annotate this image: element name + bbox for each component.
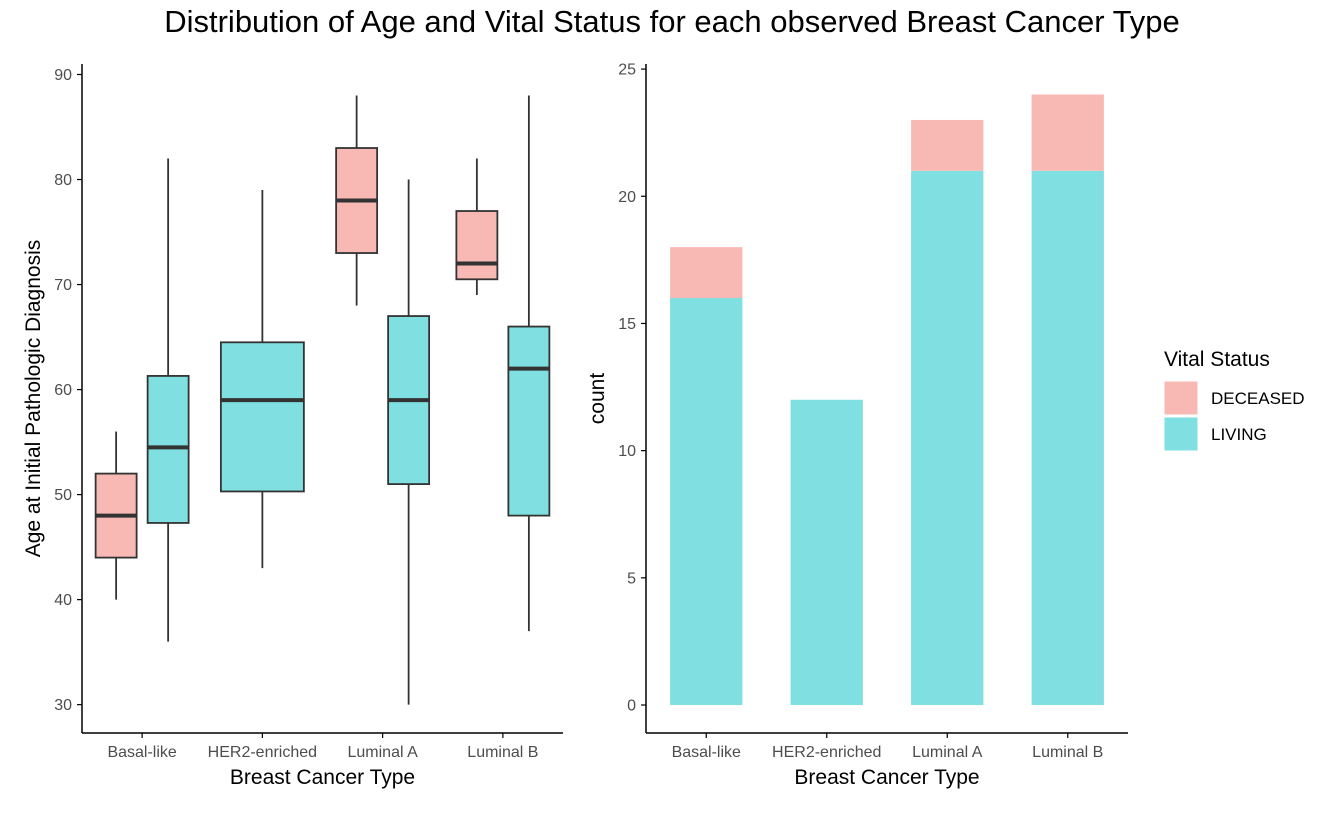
bar-segment-living: [790, 399, 863, 706]
y-tick-label: 20: [618, 189, 636, 206]
legend-swatch: [1163, 416, 1199, 452]
legend-swatch: [1163, 380, 1199, 416]
box-plot-panel: 30 40 50 60 70 80 90 Basal-like HER2-enriched Lum…: [22, 64, 563, 789]
x-tick-label: HER2-enriched: [208, 744, 317, 761]
x-tick-label: Luminal A: [912, 744, 983, 761]
y-tick-label: 15: [618, 316, 636, 333]
box: [455, 210, 499, 281]
x-tick-label: Basal-like: [672, 744, 741, 761]
chart-title: Distribution of Age and Vital Status for…: [164, 4, 1180, 39]
bar-chart-panel: 0 5 10 15 20 25 Basal-like HER2-enriched Luminal…: [586, 62, 1128, 789]
y-tick-label: 70: [54, 277, 72, 294]
y-tick-label: 90: [54, 67, 72, 84]
x-tick-label: Luminal A: [347, 744, 418, 761]
bar-segment-deceased: [670, 247, 743, 299]
y-tick-label: 30: [54, 697, 72, 714]
bar-segment-living: [1031, 170, 1104, 706]
y-tick-label: 5: [627, 570, 636, 587]
y-tick-label: 25: [618, 62, 636, 79]
y-tick-label: 80: [54, 172, 72, 189]
box: [219, 341, 305, 493]
y-tick-label: 60: [54, 382, 72, 399]
bar-segment-living: [911, 170, 984, 706]
legend: Vital Status DECEASED LIVING: [1163, 348, 1305, 452]
y-tick-label: 40: [54, 592, 72, 609]
y-tick-label: 50: [54, 487, 72, 504]
y-tick-label: 0: [627, 698, 636, 715]
x-tick-label: HER2-enriched: [772, 744, 881, 761]
legend-title: Vital Status: [1164, 348, 1270, 371]
y-tick-label: 10: [618, 443, 636, 460]
y-axis-title: count: [586, 373, 609, 425]
x-tick-label: Luminal B: [467, 744, 538, 761]
legend-label: DECEASED: [1211, 389, 1305, 408]
bar-segment-living: [670, 298, 743, 706]
x-tick-label: Basal-like: [107, 744, 176, 761]
bar-segment-deceased: [911, 119, 984, 171]
legend-label: LIVING: [1211, 425, 1267, 444]
x-tick-label: Luminal B: [1032, 744, 1103, 761]
y-axis-title: Age at Initial Pathologic Diagnosis: [22, 240, 45, 558]
box: [507, 325, 551, 517]
x-axis-title: Breast Cancer Type: [794, 766, 979, 789]
bar-segment-deceased: [1031, 94, 1104, 171]
box: [146, 375, 190, 524]
x-axis-title: Breast Cancer Type: [230, 766, 415, 789]
